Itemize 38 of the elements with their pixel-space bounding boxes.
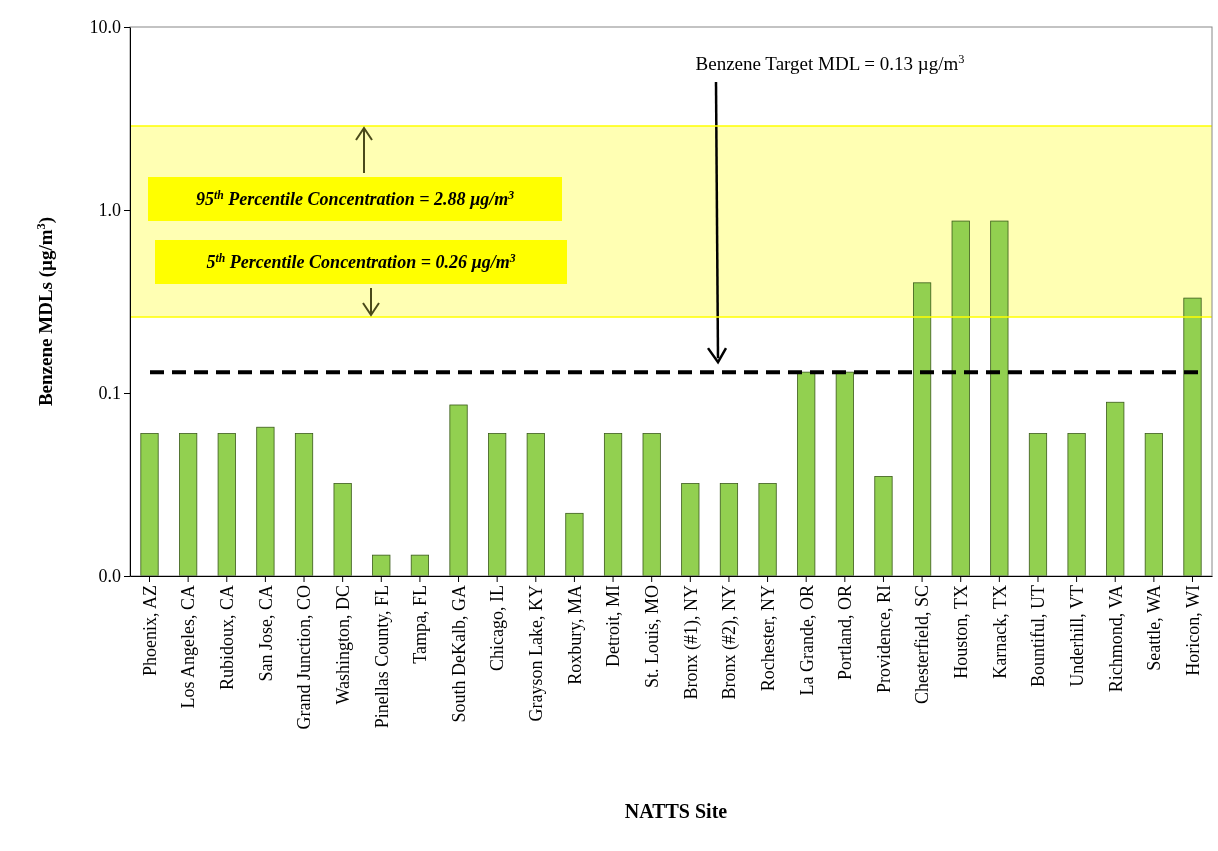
ref-line-label: 5$^{th}$ Percentile Concentration = 0.26 µg/m$^{3}$ [206, 251, 516, 272]
y-tick-label: 1.0 [98, 200, 121, 221]
x-tick-label: Washington, DC [332, 585, 353, 705]
x-tick-label: Los Angeles, CA [178, 585, 199, 709]
text-box: 95$^{th}$ Percentile Concentration = 2.88 µg/m$^{3}$ [148, 177, 562, 221]
x-tick-label: Horicon, WI [1182, 585, 1203, 676]
x-tick-label: Phoenix, AZ [139, 585, 160, 677]
x-tick-label: San Jose, CA [255, 585, 276, 682]
ref-line-label: 95$^{th}$ Percentile Concentration = 2.88 µg/m$^{3}$ [195, 188, 515, 209]
x-tick-label: Bountiful, UT [1028, 585, 1049, 687]
x-tick-label: Grayson Lake, KY [526, 585, 547, 722]
x-tick-label: St. Louis, MO [641, 585, 662, 689]
x-tick-label: Grand Junction, CO [294, 585, 315, 730]
x-tick-label: Pinellas County, FL [371, 585, 392, 729]
x-tick-label: Houston, TX [951, 585, 972, 679]
x-tick-label: Roxbury, MA [564, 585, 585, 685]
x-tick-label: Rubidoux, CA [217, 585, 238, 691]
x-tick-label: Karnack, TX [989, 585, 1010, 679]
x-tick-label: Chesterfield, SC [912, 585, 933, 704]
x-tick-label: Tampa, FL [410, 585, 431, 664]
x-tick-label: Rochester, NY [757, 585, 778, 692]
x-tick-label: Bronx (#2), NY [719, 585, 741, 700]
text-box: 5$^{th}$ Percentile Concentration = 0.26 µg/m$^{3}$ [155, 240, 567, 284]
x-tick-label: Underhill, VT [1066, 585, 1087, 687]
x-tick-label: Portland, OR [835, 585, 856, 681]
x-tick-label: Detroit, MI [603, 584, 624, 667]
x-tick-label: Richmond, VA [1105, 585, 1126, 693]
x-tick-label: Bronx (#1), NY [680, 585, 702, 700]
y-tick-label: 0.0 [98, 566, 121, 587]
x-tick-label: Seattle, WA [1144, 585, 1165, 671]
x-tick-label: Providence, RI [873, 585, 894, 693]
y-tick-label: 10.0 [89, 17, 121, 38]
ref-line-label: Benzene Target MDL = 0.13 µg/m$^{3}$ [695, 52, 965, 74]
x-tick-label: Chicago, IL [487, 585, 508, 671]
x-tick-label: South DeKalb, GA [448, 585, 469, 723]
y-tick-label: 0.1 [98, 383, 121, 404]
x-tick-label: La Grande, OR [796, 585, 817, 696]
x-axis-title: NATTS Site [624, 800, 728, 822]
